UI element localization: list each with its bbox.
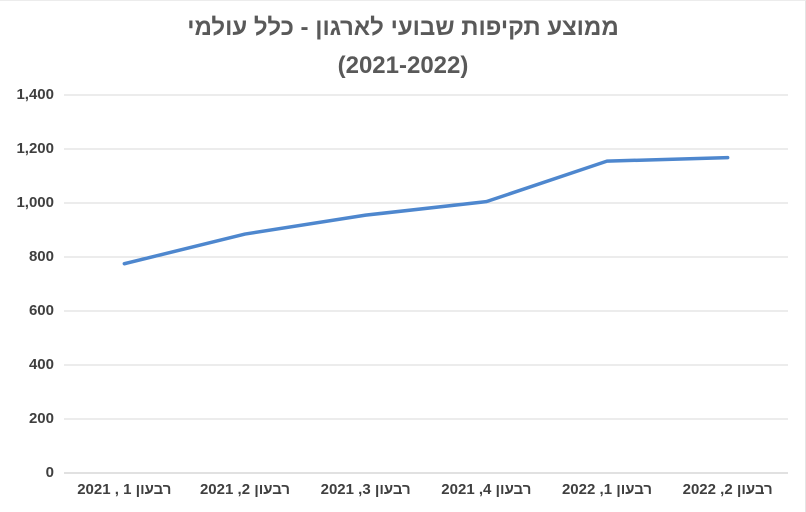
x-tick-label: רבעון 1 , 2021 xyxy=(77,481,172,498)
x-tick-label: רבעון 1, 2022 xyxy=(561,481,653,498)
y-tick-label: 800 xyxy=(28,248,54,265)
y-tick-label: 600 xyxy=(28,302,54,319)
y-tick-label: 0 xyxy=(45,464,54,481)
chart-subtitle: (2021-2022) xyxy=(337,52,469,79)
y-tick-label: 1,200 xyxy=(16,140,54,157)
x-tick-label: רבעון 2, 2021 xyxy=(199,481,291,498)
series-line xyxy=(122,155,730,266)
x-tick-label: רבעון 4, 2021 xyxy=(441,481,532,498)
y-tick-label: 1,000 xyxy=(16,194,54,211)
y-tick-label: 1,400 xyxy=(16,86,54,103)
x-tick-label: רבעון 3, 2021 xyxy=(320,481,411,498)
x-tick-label: רבעון 2, 2022 xyxy=(682,481,773,498)
y-tick-label: 400 xyxy=(28,356,54,373)
chart-title-block: ממוצע תקיפות שבועי לארגון - כלל עולמי (2… xyxy=(0,9,805,85)
chart-title: ממוצע תקיפות שבועי לארגון - כלל עולמי xyxy=(187,14,619,41)
y-tick-label: 200 xyxy=(28,410,54,427)
